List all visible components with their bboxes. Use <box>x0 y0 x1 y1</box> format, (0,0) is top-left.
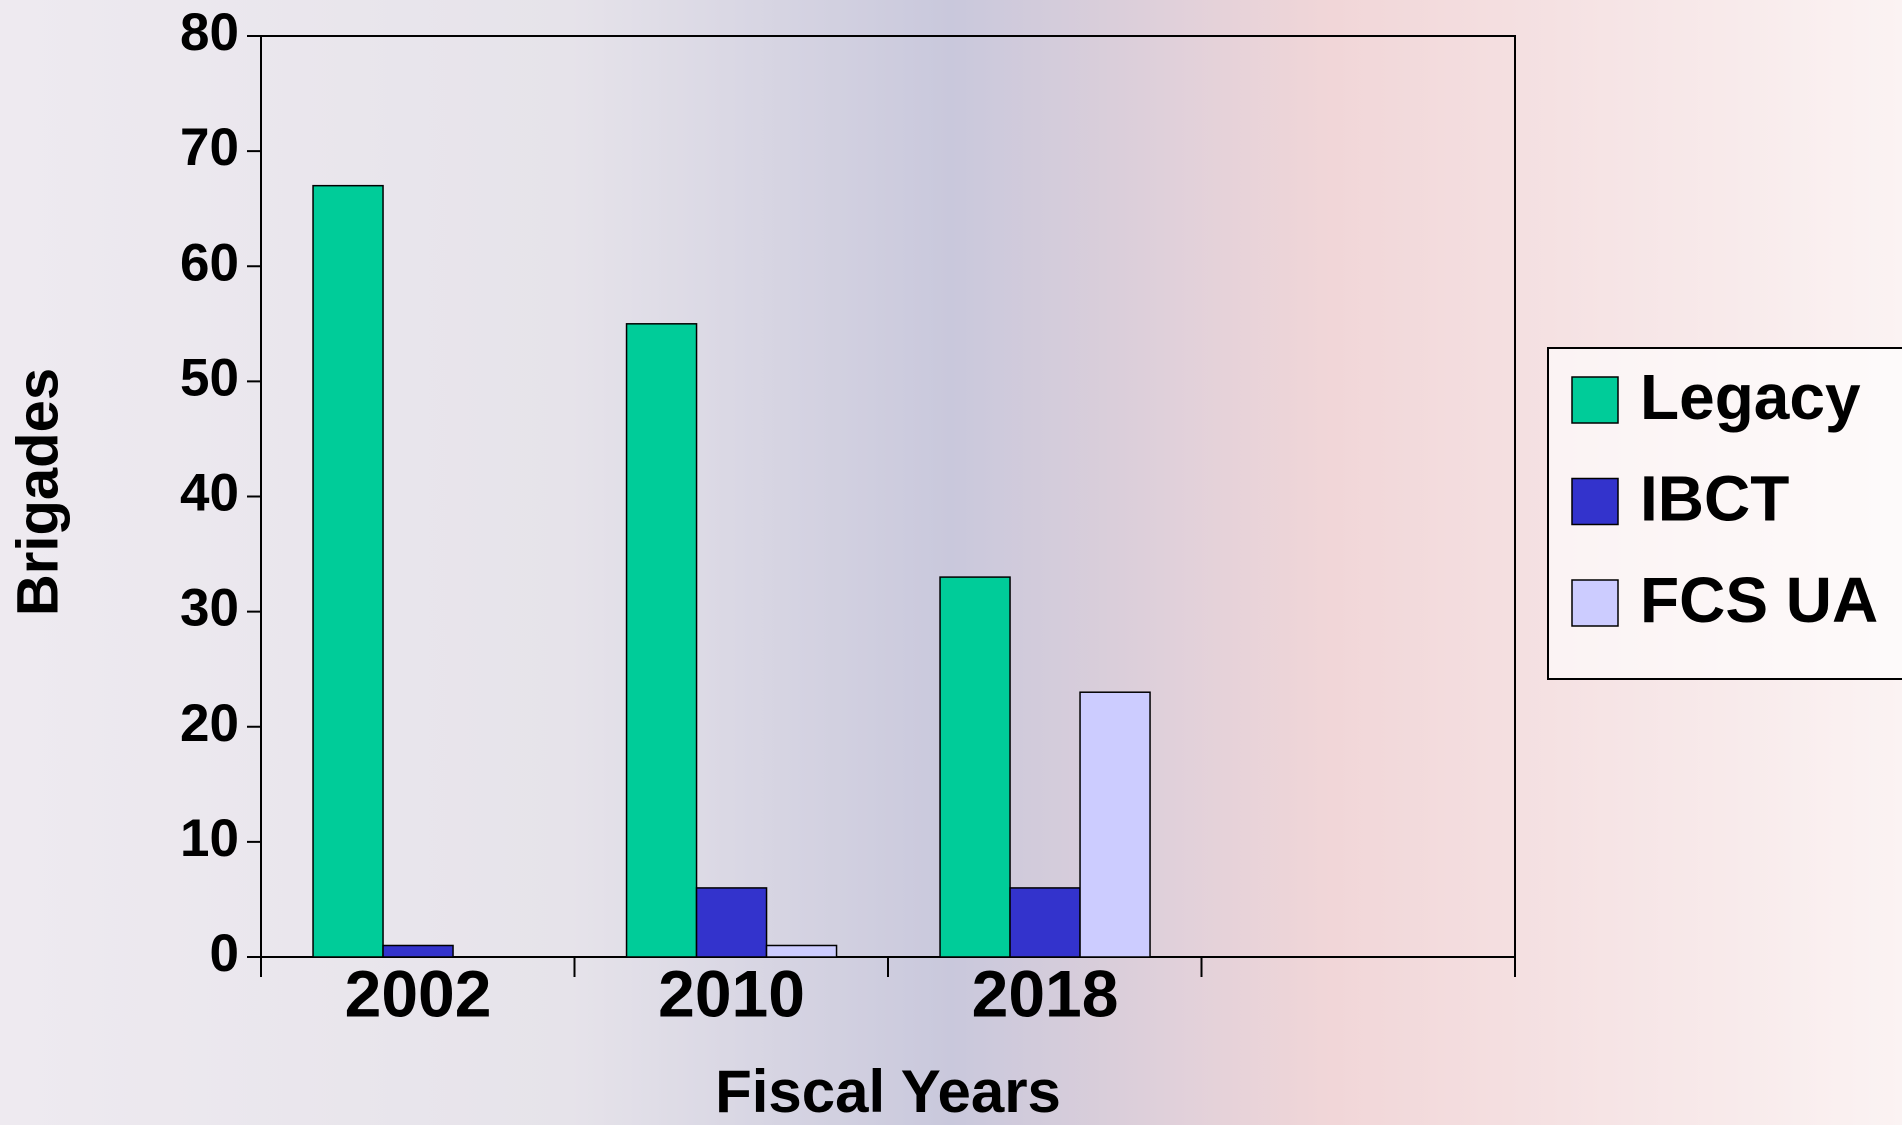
x-tick-label: 2002 <box>345 956 492 1030</box>
bar <box>1079 691 1151 958</box>
x-tick-label: 2010 <box>658 956 805 1030</box>
y-tick-label: 70 <box>180 118 239 177</box>
y-tick-label: 80 <box>180 3 239 62</box>
bar <box>625 323 698 958</box>
bar <box>939 576 1011 958</box>
y-tick-label: 60 <box>180 233 239 292</box>
y-tick-label: 50 <box>180 348 239 407</box>
bar <box>1009 887 1081 958</box>
bar <box>382 944 454 958</box>
x-axis-title: Fiscal Years <box>715 1058 1061 1125</box>
x-tick-label: 2018 <box>972 956 1119 1030</box>
legend-swatch <box>1571 477 1619 526</box>
bar <box>695 887 768 958</box>
legend-swatch <box>1571 376 1619 424</box>
y-tick-label: 10 <box>180 809 239 868</box>
y-tick-label: 0 <box>210 924 239 983</box>
y-tick-label: 40 <box>180 464 239 523</box>
y-tick-label: 20 <box>180 694 239 753</box>
y-axis-title: Brigades <box>5 368 70 616</box>
bar <box>765 944 838 958</box>
legend-label: FCS UA <box>1640 564 1878 636</box>
legend-label: Legacy <box>1640 361 1861 433</box>
legend-swatch <box>1571 579 1619 627</box>
legend-label: IBCT <box>1640 462 1789 534</box>
y-tick-label: 30 <box>180 579 239 638</box>
bar <box>312 184 384 958</box>
